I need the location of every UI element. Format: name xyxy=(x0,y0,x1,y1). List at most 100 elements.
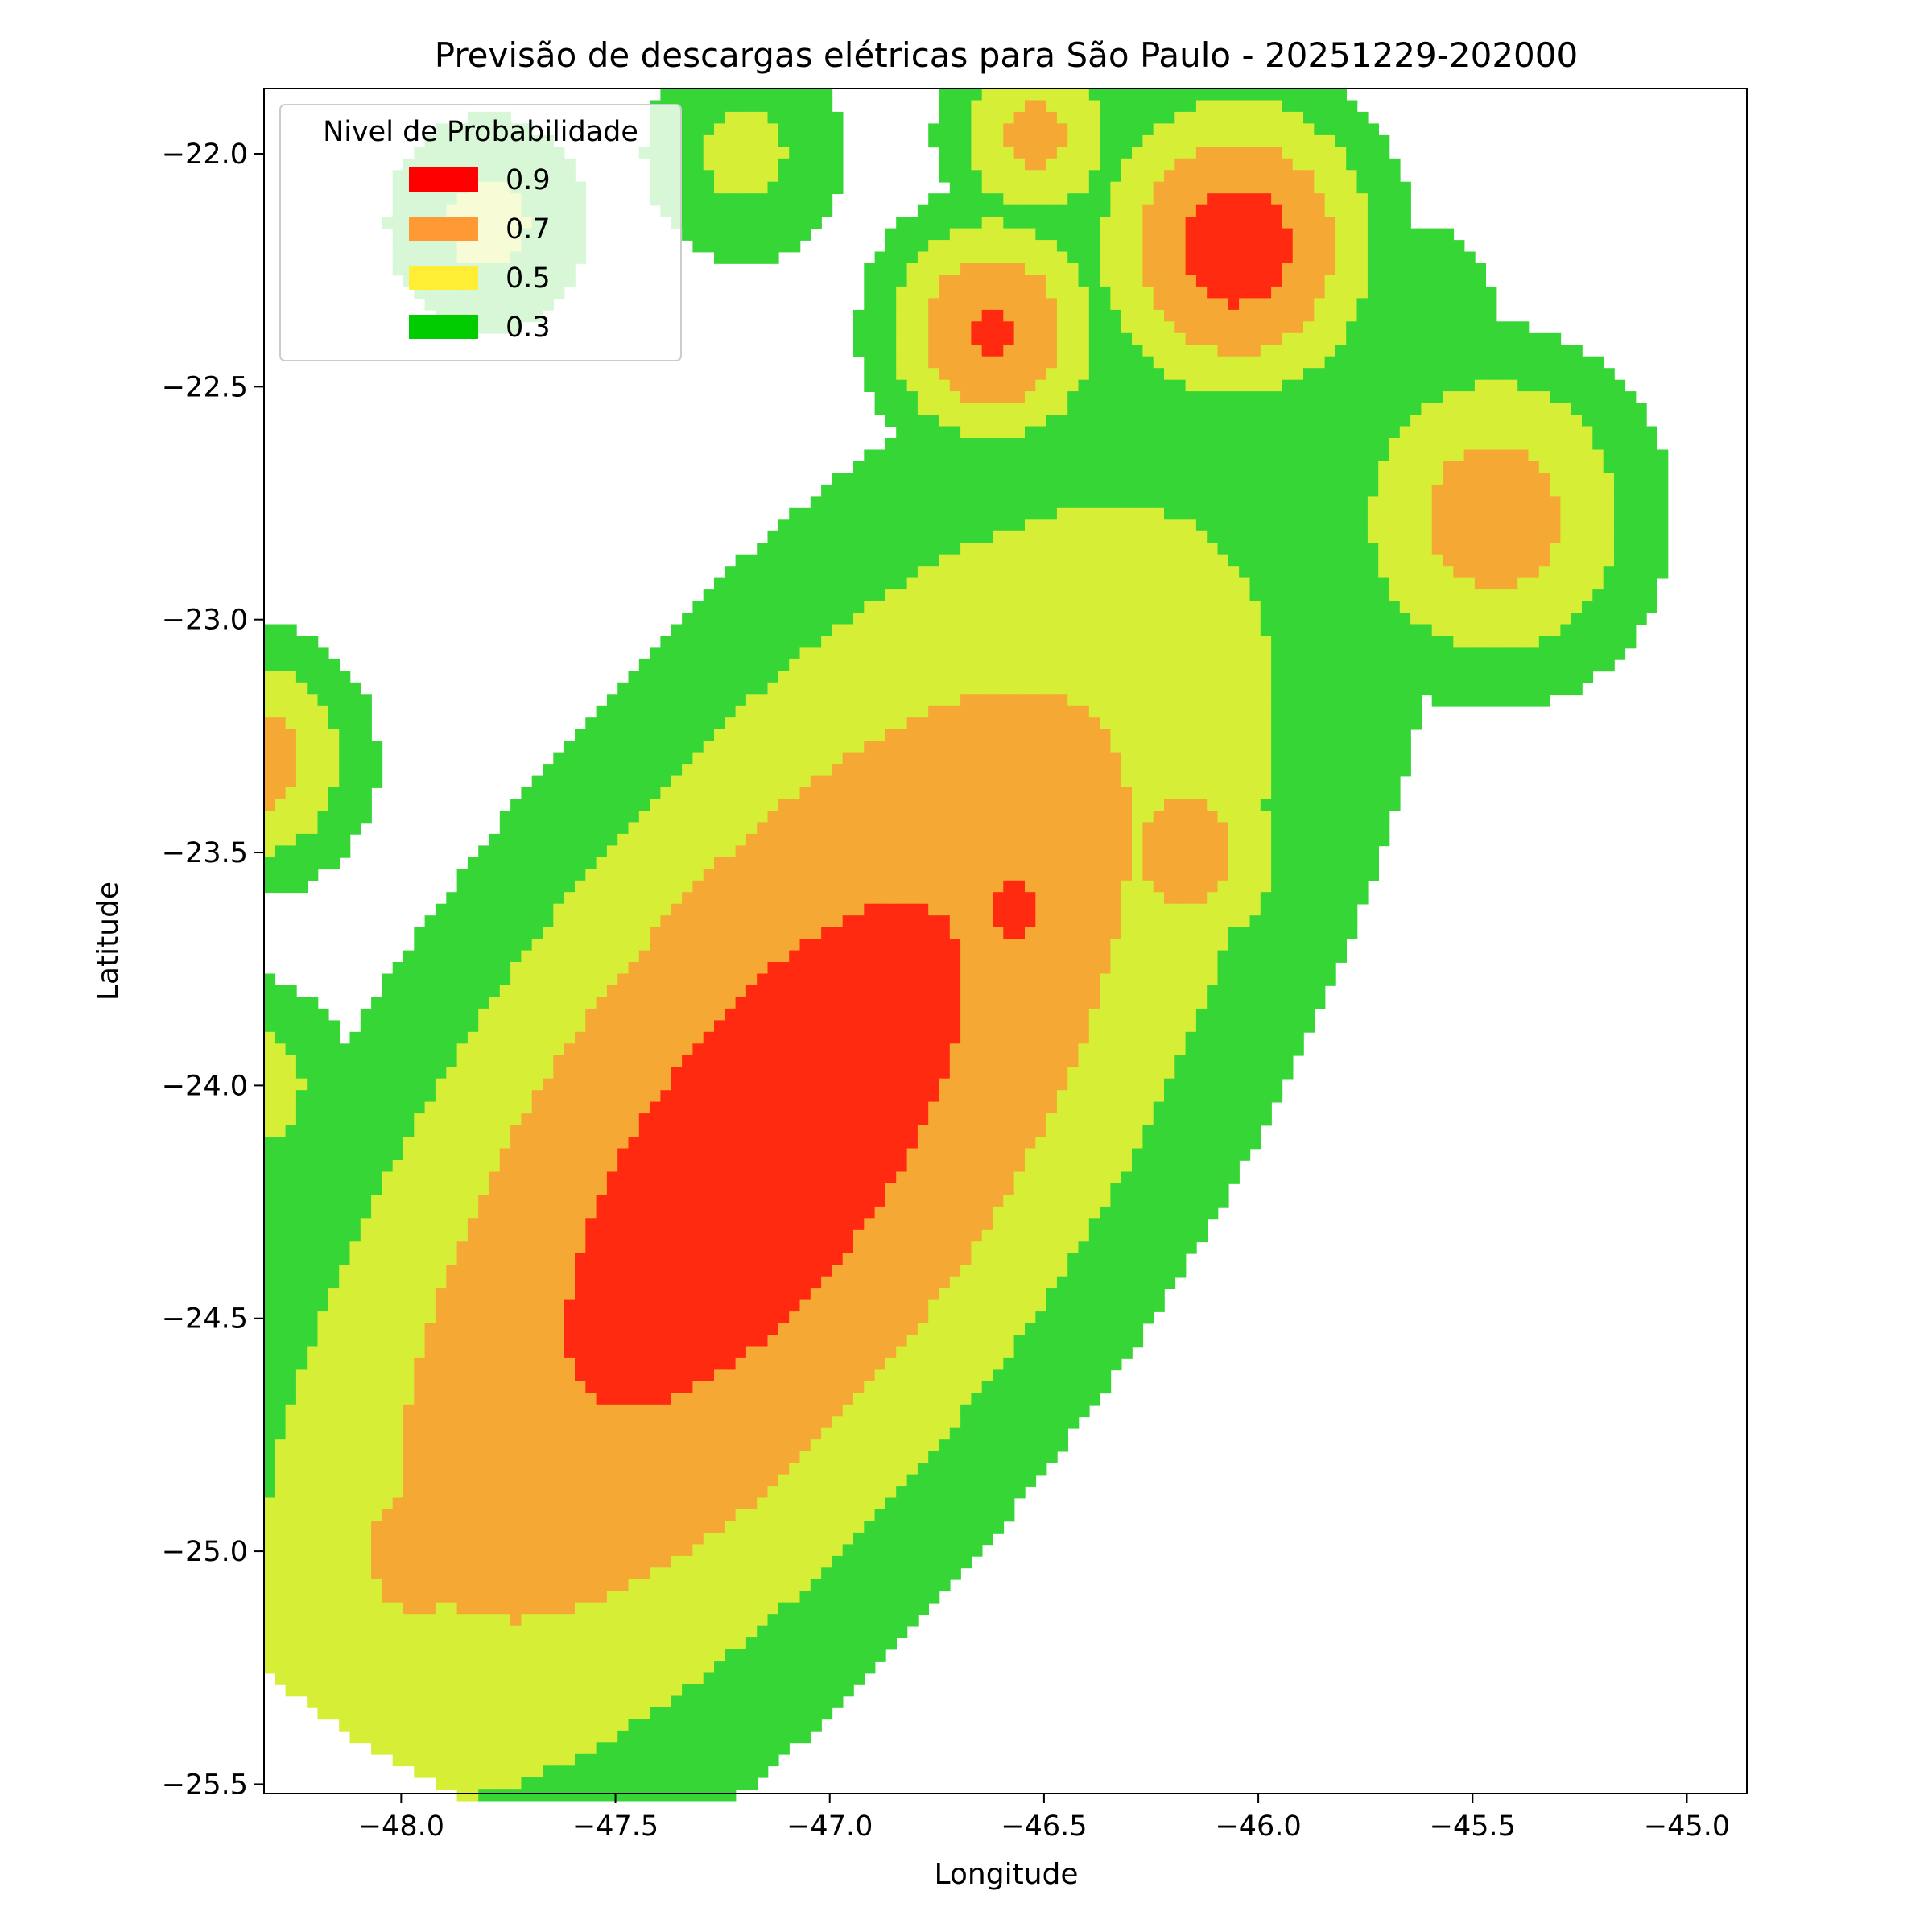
contour-cell xyxy=(1217,181,1229,194)
contour-cell xyxy=(1367,217,1379,229)
contour-cell xyxy=(1453,473,1465,485)
contour-cell xyxy=(1260,368,1272,381)
contour-cell xyxy=(275,682,287,696)
contour-cell xyxy=(1078,566,1090,579)
contour-cell xyxy=(1153,251,1165,264)
contour-cell xyxy=(745,240,758,253)
contour-cell xyxy=(275,671,287,683)
contour-cell xyxy=(617,705,630,719)
contour-cell xyxy=(1324,636,1336,649)
contour-cell xyxy=(1356,321,1368,334)
contour-cell xyxy=(1389,332,1401,346)
contour-cell xyxy=(1239,263,1251,276)
contour-cell xyxy=(1142,449,1154,462)
contour-cell xyxy=(864,775,876,788)
contour-cell xyxy=(1496,391,1508,404)
contour-cell xyxy=(295,682,308,696)
contour-cell xyxy=(842,530,854,544)
contour-cell xyxy=(1100,368,1112,381)
contour-cell xyxy=(596,741,608,753)
contour-cell xyxy=(1582,415,1594,427)
contour-cell xyxy=(1367,787,1379,800)
contour-cell xyxy=(842,647,854,660)
contour-cell xyxy=(757,89,769,101)
contour-cell xyxy=(1174,89,1187,101)
contour-cell xyxy=(1088,729,1100,741)
contour-cell xyxy=(971,321,983,334)
contour-cell xyxy=(1132,729,1144,741)
contour-cell xyxy=(1356,251,1368,264)
contour-cell xyxy=(1528,613,1540,625)
contour-cell xyxy=(906,775,919,788)
contour-cell xyxy=(1035,170,1047,183)
contour-cell xyxy=(1100,415,1112,427)
contour-cell xyxy=(1356,438,1368,451)
contour-cell xyxy=(1571,415,1583,427)
contour-cell xyxy=(349,787,361,800)
contour-cell xyxy=(1346,123,1358,136)
contour-cell xyxy=(1378,356,1390,369)
contour-cell xyxy=(1110,787,1122,800)
contour-cell xyxy=(993,752,1005,765)
contour-cell xyxy=(1292,554,1304,567)
contour-cell xyxy=(757,181,769,194)
contour-cell xyxy=(789,775,801,788)
contour-cell xyxy=(1067,275,1080,287)
contour-cell xyxy=(917,240,929,253)
contour-cell xyxy=(1517,530,1530,544)
contour-cell xyxy=(1174,799,1187,811)
contour-cell xyxy=(1110,415,1122,427)
contour-cell xyxy=(1195,170,1208,183)
contour-cell xyxy=(1164,147,1176,159)
contour-cell xyxy=(1174,741,1187,753)
contour-cell xyxy=(1185,332,1197,346)
contour-cell xyxy=(682,624,694,637)
contour-cell xyxy=(1228,275,1240,287)
contour-cell xyxy=(1174,589,1187,602)
contour-cell xyxy=(1528,438,1540,451)
contour-cell xyxy=(1592,368,1604,381)
contour-cell xyxy=(1185,484,1197,497)
contour-cell xyxy=(1207,368,1219,381)
contour-cell xyxy=(1324,717,1336,730)
contour-cell xyxy=(885,391,897,404)
contour-cell xyxy=(1078,682,1090,696)
contour-cell xyxy=(1443,473,1455,485)
contour-cell xyxy=(682,123,694,136)
contour-cell xyxy=(1356,484,1368,497)
contour-cell xyxy=(1303,345,1315,357)
contour-cell xyxy=(853,309,865,323)
contour-cell xyxy=(1399,438,1411,451)
contour-cell xyxy=(1164,566,1176,579)
contour-cell xyxy=(714,694,726,707)
contour-cell xyxy=(896,449,908,462)
contour-cell xyxy=(1013,286,1026,299)
contour-cell xyxy=(1657,473,1669,485)
contour-cell xyxy=(906,705,919,719)
contour-cell xyxy=(1088,461,1100,474)
contour-cell xyxy=(1239,158,1251,171)
contour-cell xyxy=(714,799,726,811)
contour-cell xyxy=(1271,345,1283,357)
contour-cell xyxy=(1282,764,1294,777)
contour-cell xyxy=(939,787,951,800)
contour-cell xyxy=(1121,111,1133,125)
contour-cell xyxy=(1088,589,1100,602)
contour-cell xyxy=(1239,717,1251,730)
contour-cell xyxy=(1324,613,1336,625)
contour-cell xyxy=(1560,391,1572,404)
contour-cell xyxy=(864,298,876,311)
contour-cell xyxy=(1142,787,1154,800)
contour-cell xyxy=(1303,658,1315,672)
contour-cell xyxy=(1025,484,1037,497)
contour-cell xyxy=(1056,298,1068,311)
contour-cell xyxy=(735,694,747,707)
contour-cell xyxy=(1303,613,1315,625)
contour-cell xyxy=(1271,519,1283,532)
contour-cell xyxy=(949,484,961,497)
contour-cell xyxy=(1110,251,1122,264)
contour-cell xyxy=(307,717,319,730)
contour-cell xyxy=(1592,402,1604,415)
contour-cell xyxy=(1228,134,1240,148)
contour-cell xyxy=(1228,415,1240,427)
